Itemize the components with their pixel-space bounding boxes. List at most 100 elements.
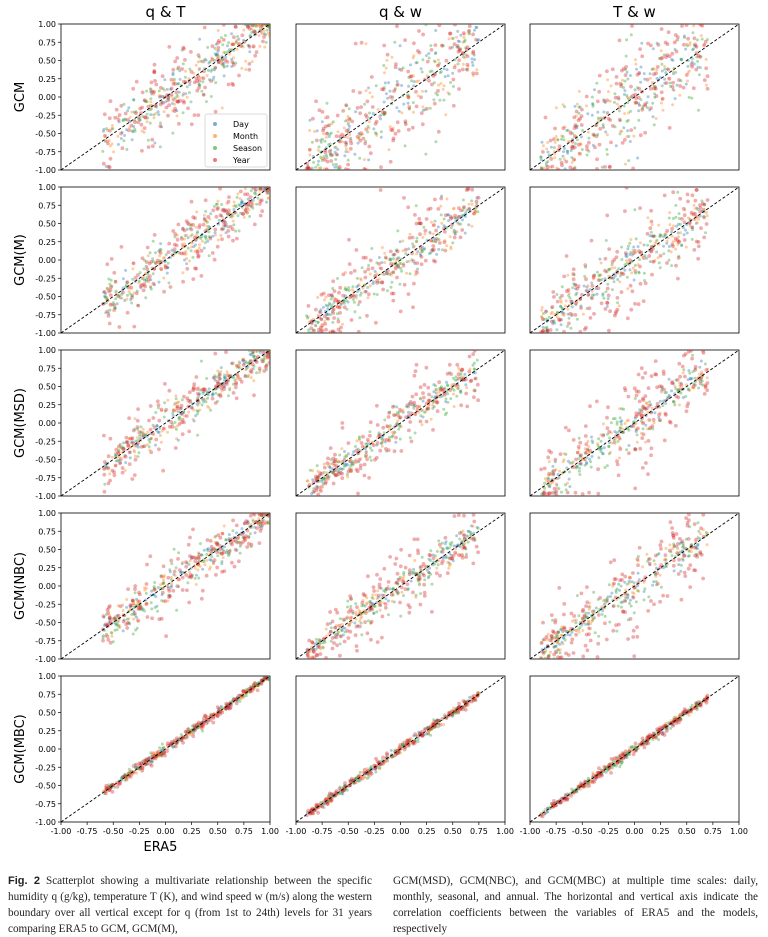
scatter-point-season bbox=[267, 352, 270, 355]
scatter-point-day bbox=[544, 309, 548, 313]
scatter-point-season bbox=[699, 378, 703, 382]
scatter-point-season bbox=[641, 104, 645, 108]
scatter-point-season bbox=[363, 102, 367, 106]
scatter-point-year bbox=[633, 447, 637, 452]
scatter-point-month bbox=[413, 273, 417, 277]
scatter-point-season bbox=[633, 264, 637, 267]
scatter-point-year bbox=[261, 39, 265, 44]
scatter-point-month bbox=[364, 42, 368, 46]
scatter-point-year bbox=[188, 554, 192, 558]
scatter-point-year bbox=[667, 126, 672, 130]
scatter-point-year bbox=[326, 456, 330, 461]
scatter-point-month bbox=[200, 239, 204, 243]
scatter-point-season bbox=[439, 70, 443, 74]
scatter-point-year bbox=[394, 62, 398, 67]
scatter-point-day bbox=[633, 248, 637, 252]
scatter-point-year bbox=[557, 144, 562, 149]
scatter-point-year bbox=[109, 257, 114, 261]
scatter-point-year bbox=[631, 93, 635, 98]
scatter-point-month bbox=[636, 263, 640, 267]
scatter-point-year bbox=[112, 473, 117, 478]
scatter-point-season bbox=[441, 44, 445, 48]
scatter-point-day bbox=[142, 99, 146, 103]
scatter-point-year bbox=[637, 412, 641, 417]
scatter-point-season bbox=[558, 157, 562, 161]
scatter-point-season bbox=[199, 237, 203, 240]
scatter-point-year bbox=[647, 418, 652, 422]
scatter-point-month bbox=[175, 114, 179, 118]
scatter-point-season bbox=[590, 439, 594, 443]
scatter-point-season bbox=[613, 125, 617, 129]
scatter-point-season bbox=[547, 483, 551, 487]
scatter-point-season bbox=[209, 69, 213, 73]
scatter-point-season bbox=[451, 36, 455, 40]
scatter-point-day bbox=[632, 245, 636, 249]
scatter-point-season bbox=[587, 136, 591, 140]
scatter-point-season bbox=[618, 119, 622, 123]
scatter-point-year bbox=[455, 43, 460, 48]
scatter-point-day bbox=[419, 254, 423, 257]
scatter-point-season bbox=[251, 351, 255, 355]
scatter-point-year bbox=[698, 209, 703, 214]
scatter-point-month bbox=[457, 384, 461, 388]
scatter-point-year bbox=[433, 197, 437, 202]
scatter-point-month bbox=[152, 116, 156, 120]
scatter-point-year bbox=[216, 381, 220, 386]
scatter-point-day bbox=[187, 575, 191, 579]
scatter-point-month bbox=[405, 271, 409, 275]
scatter-point-year bbox=[314, 307, 318, 312]
scatter-point-year bbox=[553, 457, 558, 462]
scatter-point-year bbox=[136, 606, 141, 610]
scatter-point-year bbox=[334, 473, 339, 477]
scatter-point-year bbox=[226, 199, 231, 204]
scatter-point-season bbox=[572, 282, 576, 286]
scatter-point-season bbox=[679, 57, 683, 61]
scatter-point-month bbox=[674, 39, 678, 43]
scatter-point-year bbox=[186, 398, 191, 403]
scatter-point-season bbox=[200, 235, 204, 239]
scatter-point-year bbox=[685, 404, 690, 409]
scatter-point-day bbox=[315, 484, 319, 488]
scatter-point-year bbox=[460, 553, 464, 557]
scatter-point-year bbox=[664, 413, 668, 417]
y-tick-label: 0.25 bbox=[38, 238, 56, 247]
scatter-point-month bbox=[547, 473, 550, 477]
scatter-point-season bbox=[693, 376, 697, 380]
scatter-point-year bbox=[117, 113, 122, 117]
scatter-point-season bbox=[445, 383, 449, 387]
scatter-point-season bbox=[138, 271, 142, 275]
scatter-point-year bbox=[181, 45, 186, 50]
scatter-point-day bbox=[601, 292, 605, 296]
y-tick-label: 0.75 bbox=[38, 527, 56, 536]
scatter-point-day bbox=[436, 225, 440, 229]
scatter-point-day bbox=[134, 444, 138, 448]
scatter-point-day bbox=[648, 260, 652, 264]
scatter-point-day bbox=[570, 314, 574, 318]
scatter-point-year bbox=[173, 59, 178, 64]
scatter-point-day bbox=[407, 410, 410, 414]
scatter-point-day bbox=[613, 274, 617, 278]
scatter-point-day bbox=[558, 296, 562, 300]
scatter-point-month bbox=[114, 464, 118, 468]
scatter-point-month bbox=[361, 286, 365, 290]
scatter-point-year bbox=[188, 535, 192, 540]
scatter-point-day bbox=[655, 41, 659, 45]
scatter-point-season bbox=[205, 552, 209, 556]
scatter-point-month bbox=[323, 298, 326, 302]
scatter-point-month bbox=[235, 377, 239, 381]
scatter-point-day bbox=[346, 300, 350, 304]
scatter-point-year bbox=[434, 400, 439, 405]
scatter-point-season bbox=[573, 165, 577, 169]
scatter-point-year bbox=[112, 470, 116, 475]
scatter-point-year bbox=[213, 109, 218, 114]
scatter-point-season bbox=[252, 355, 256, 359]
scatter-point-month bbox=[341, 140, 344, 144]
scatter-point-day bbox=[397, 67, 401, 71]
scatter-point-month bbox=[369, 622, 373, 625]
scatter-point-season bbox=[557, 487, 561, 491]
scatter-point-year bbox=[362, 167, 367, 170]
scatter-point-month bbox=[390, 55, 394, 59]
scatter-point-season bbox=[575, 138, 579, 142]
scatter-point-year bbox=[702, 235, 707, 240]
scatter-point-month bbox=[183, 414, 187, 418]
